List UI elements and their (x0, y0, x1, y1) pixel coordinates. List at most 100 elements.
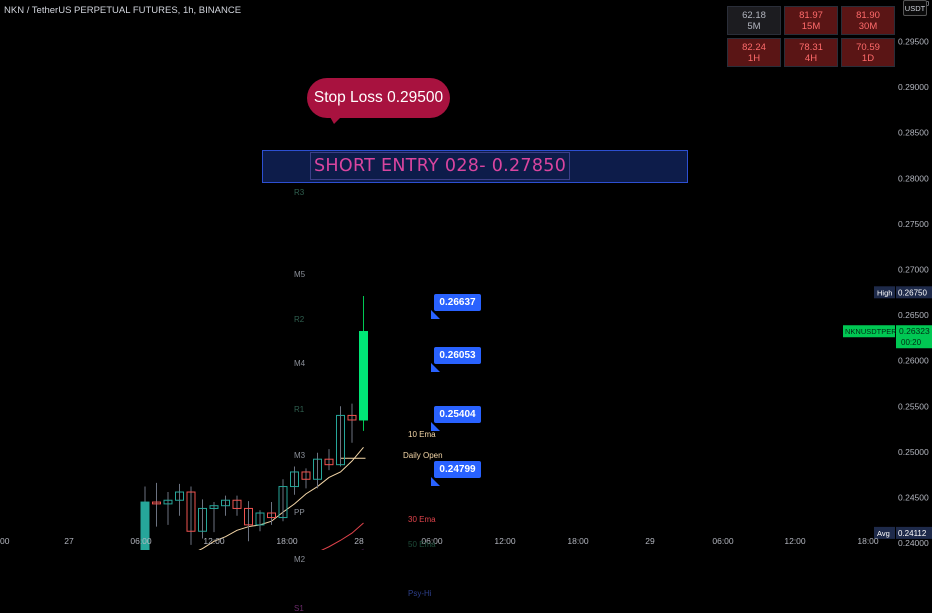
rsi-cell-1h: 82.24 1H (727, 38, 781, 67)
take-profit-label: 0.26053 (434, 346, 481, 364)
candle-body (301, 471, 311, 480)
price-tick-label: 0.28500 (898, 128, 929, 138)
price-tick-label: 0.25500 (898, 401, 929, 411)
time-tick-label: 18:00 (857, 536, 879, 546)
time-axis[interactable]: 00 27 06:00 12:00 18:00 28 06:00 12:00 18:00 29 06… (0, 536, 879, 546)
rsi-timeframe: 1H (747, 52, 761, 64)
avg-tag-value-bg (896, 526, 932, 539)
candle-body (244, 507, 253, 526)
stop-loss-callout: Stop Loss 0.29500 (307, 78, 450, 118)
high-tag-value-bg (896, 286, 932, 299)
time-tick-label: 12:00 (494, 536, 516, 546)
pivot-label-r2: R2 (294, 314, 305, 324)
candles (140, 295, 368, 550)
time-tick-label: 29 (645, 536, 655, 546)
candle-body (267, 512, 276, 519)
rsi-value: 81.90 (856, 9, 880, 21)
short-entry-label: SHORT ENTRY 028- 0.27850 (310, 152, 571, 180)
rsi-value: 82.24 (742, 41, 766, 53)
rsi-timeframe: 4H (804, 52, 818, 64)
time-tick-label: 18:00 (567, 536, 589, 546)
price-tick-label: 0.29500 (898, 37, 929, 47)
price-tick-label: 0.25000 (898, 447, 929, 457)
candle-body (163, 499, 173, 505)
rsi-value: 81.97 (799, 9, 823, 21)
take-profit-tail (431, 309, 440, 319)
time-tick-label: 06:00 (130, 536, 152, 546)
time-tick-label: 06:00 (421, 536, 443, 546)
rsi-table: 62.18 5M 81.97 15M 81.90 30M 82.24 1H 78.31 4H 70.… (727, 6, 895, 67)
rsi-timeframe: 15M (801, 20, 821, 32)
rsi-value: 62.18 (742, 9, 766, 21)
avg-tag[interactable]: Avg 0.24112 (874, 526, 932, 539)
avg-tag-value: 0.24112 (898, 529, 927, 538)
candle-body (336, 414, 345, 466)
symbol-tag-value-bg (896, 325, 932, 349)
pivot-label-m2: M2 (294, 555, 306, 565)
indicator-label: Daily Open (403, 450, 443, 460)
price-tick-label: 0.24000 (898, 538, 929, 548)
rsi-cell-30m: 81.90 30M (841, 6, 895, 35)
take-profit-tail (431, 477, 440, 487)
short-entry-zone (262, 150, 688, 183)
candle-body (198, 507, 207, 532)
rsi-value: 70.59 (856, 41, 880, 53)
candle-body (278, 486, 288, 519)
symbol-tag-countdown: 00:20 (901, 338, 922, 347)
candle-body (140, 501, 150, 550)
price-chart[interactable]: 0.29500 0.29000 0.28500 0.28000 0.27500 0.270… (0, 0, 932, 550)
currency-unit[interactable]: USDT (903, 0, 927, 16)
ema-lines (198, 447, 366, 550)
pivot-label-r3: R3 (294, 187, 305, 197)
price-tick-label: 0.27000 (898, 265, 929, 275)
candle-body (152, 501, 161, 505)
time-tick-label: 06:00 (712, 536, 734, 546)
candle-body (221, 499, 230, 507)
symbol-tag-value: 0.26323 (899, 326, 930, 336)
price-tick-label: 0.26500 (898, 310, 929, 320)
take-profit-tail (431, 362, 440, 372)
high-tag-label: High (877, 288, 892, 297)
rsi-timeframe: 5M (747, 20, 761, 32)
chart-title: NKN / TetherUS PERPETUAL FUTURES, 1h, BI… (4, 5, 242, 16)
indicator-label: 30 Ema (408, 515, 436, 525)
rsi-timeframe: 1D (861, 52, 875, 64)
indicator-label: 50 Ema (408, 539, 436, 549)
symbol-tag-label-bg (843, 325, 895, 338)
price-axis[interactable]: 0.29500 0.29000 0.28500 0.28000 0.27500 0.270… (843, 1, 932, 550)
high-tag[interactable]: High 0.26750 (874, 286, 932, 299)
rsi-value: 78.31 (799, 41, 823, 53)
take-profit-label: 0.25404 (434, 406, 481, 424)
candle-body (313, 458, 322, 480)
time-tick-label: 18:00 (276, 536, 298, 546)
indicator-label: Psy-Hi (408, 589, 432, 599)
rsi-timeframe: 30M (858, 20, 878, 32)
candle-body (209, 505, 219, 509)
stop-loss-callout-tail (329, 115, 343, 124)
rsi-cell-1d: 70.59 1D (841, 38, 895, 67)
price-tick-label: 0.26000 (898, 356, 929, 366)
pivot-label-pp: PP (294, 508, 305, 517)
candle-body (324, 458, 334, 466)
candle-body (347, 414, 357, 421)
price-tick-label: 0.28000 (898, 173, 929, 183)
take-profit-tail (431, 422, 440, 432)
take-profit-label: 0.26637 (434, 293, 481, 311)
rsi-cell-15m: 81.97 15M (784, 6, 838, 35)
rsi-cell-5m: 62.18 5M (727, 6, 781, 35)
high-tag-label-bg (874, 286, 895, 299)
candle-body (255, 512, 265, 526)
pivot-label-r1: R1 (294, 404, 305, 414)
avg-tag-label: Avg (877, 529, 890, 538)
rsi-cell-4h: 78.31 4H (784, 38, 838, 67)
take-profit-label: 0.24799 (434, 461, 481, 479)
time-tick-label: 28 (354, 536, 364, 546)
candle-body (175, 491, 184, 501)
pivot-label-m5: M5 (294, 269, 306, 279)
price-tick-label: 0.27500 (898, 219, 929, 229)
candle-body (290, 471, 299, 488)
time-tick-label: 12:00 (203, 536, 225, 546)
pivot-label-m3: M3 (294, 450, 306, 460)
high-tag-value: 0.26750 (898, 288, 927, 297)
